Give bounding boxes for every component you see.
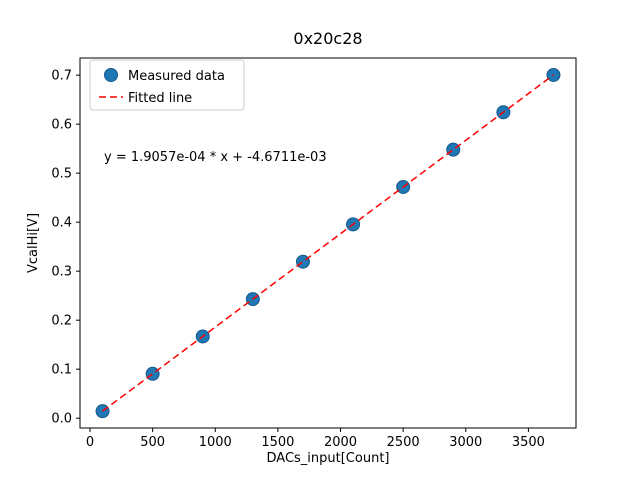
plot-border bbox=[79, 57, 577, 429]
x-axis-label: DACs_input[Count] bbox=[267, 451, 390, 466]
y-tick-label: 0.1 bbox=[51, 363, 72, 378]
y-tick-label: 0.3 bbox=[51, 265, 72, 280]
scatter-point bbox=[446, 142, 461, 157]
x-tick-label: 1000 bbox=[199, 435, 232, 450]
y-tick-label: 0.2 bbox=[51, 314, 72, 329]
legend-label-fitted: Fitted line bbox=[128, 91, 192, 106]
legend: Measured data Fitted line bbox=[89, 59, 245, 111]
axis-ticks: 0 500 1000 1500 2000 2500 3000 3500 0.0 0.1 0.2 0.3… bbox=[51, 69, 545, 450]
y-tick-label: 0.5 bbox=[51, 167, 72, 182]
y-axis-label: VcalHi[V] bbox=[26, 213, 41, 273]
y-tick-label: 0.0 bbox=[51, 412, 72, 427]
legend-label-measured: Measured data bbox=[128, 69, 225, 84]
x-tick-label: 2000 bbox=[324, 435, 357, 450]
scatter-point bbox=[295, 254, 310, 269]
legend-marker-measured bbox=[104, 68, 118, 82]
x-tick-label: 1500 bbox=[261, 435, 294, 450]
y-tick-label: 0.6 bbox=[51, 118, 72, 133]
x-tick-label: 500 bbox=[140, 435, 165, 450]
x-tick-label: 3000 bbox=[449, 435, 482, 450]
y-tick-label: 0.7 bbox=[51, 69, 72, 84]
x-tick-label: 0 bbox=[86, 435, 94, 450]
legend-box bbox=[89, 59, 245, 111]
x-tick-label: 3500 bbox=[512, 435, 545, 450]
chart-title: 0x20c28 bbox=[293, 29, 362, 48]
x-tick-label: 2500 bbox=[387, 435, 420, 450]
scatter-point bbox=[145, 366, 160, 381]
data-series bbox=[95, 67, 561, 419]
y-tick-label: 0.4 bbox=[51, 216, 72, 231]
fit-equation: y = 1.9057e-04 * x + -4.6711e-03 bbox=[104, 150, 327, 165]
fitted-line bbox=[102, 74, 554, 412]
